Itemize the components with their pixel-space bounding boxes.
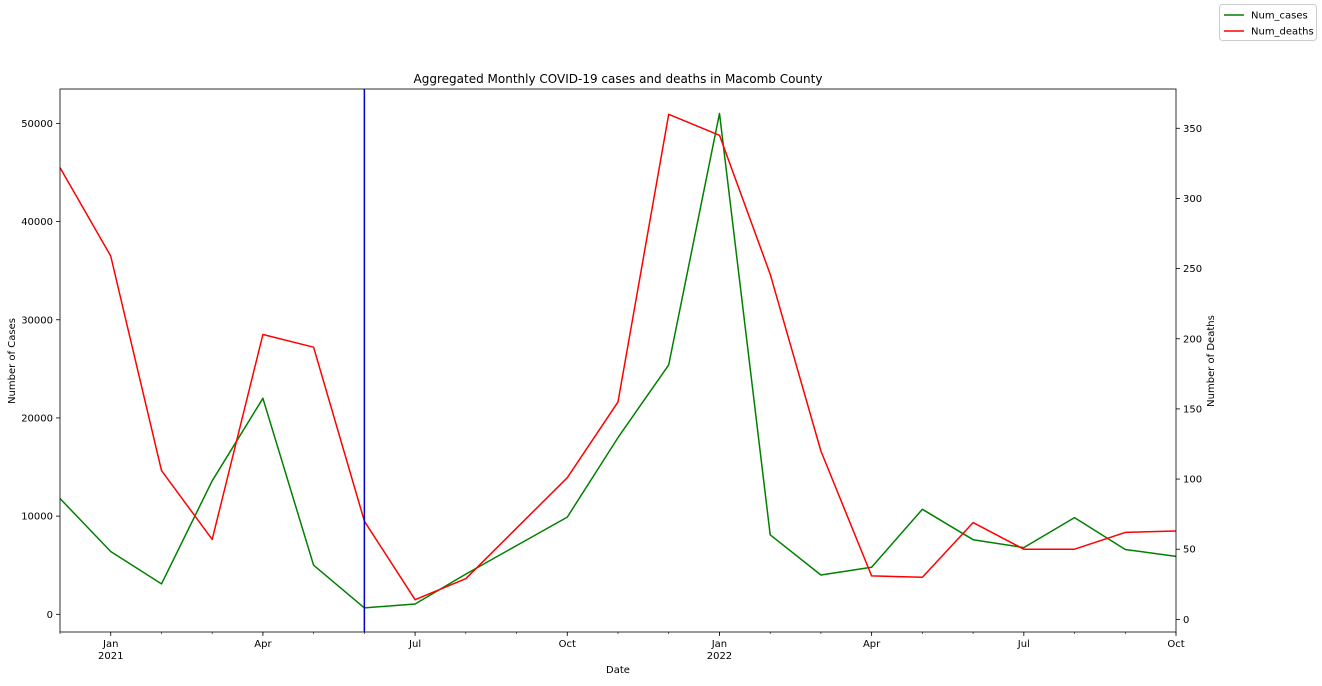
y-tick-label: 40000 — [21, 217, 53, 228]
x-tick-label: Jul — [1017, 639, 1030, 650]
y2-tick-label: 200 — [1183, 334, 1202, 345]
x-tick-label: Jan — [102, 639, 118, 650]
legend-label-num-deaths: Num_deaths — [1251, 27, 1314, 38]
y2-tick-label: 150 — [1183, 404, 1202, 415]
y2-tick-label: 300 — [1183, 194, 1202, 205]
series-line-num-deaths — [59, 113, 1177, 601]
x-tick-label: Oct — [1167, 639, 1184, 650]
x-axis-label: Date — [606, 665, 630, 676]
legend-label-num-cases: Num_cases — [1251, 11, 1308, 22]
y-tick-label: 10000 — [21, 512, 53, 523]
y2-tick-label: 50 — [1183, 545, 1196, 556]
y2-axis-label: Number of Deaths — [1206, 315, 1217, 407]
y2-tick-label: 350 — [1183, 124, 1202, 135]
y2-tick-label: 100 — [1183, 475, 1202, 486]
y-axis-label: Number of Cases — [7, 318, 18, 404]
y2-tick-label: 250 — [1183, 264, 1202, 275]
x-tick-sublabel: 2022 — [707, 651, 732, 662]
x-tick-label: Apr — [254, 639, 272, 650]
legend: Num_cases Num_deaths — [1219, 4, 1317, 41]
x-tick-label: Jan — [711, 639, 727, 650]
y-tick-label: 20000 — [21, 413, 53, 424]
series-line-num-cases — [59, 112, 1177, 609]
plot-frame — [59, 88, 1177, 633]
x-tick-label: Apr — [863, 639, 881, 650]
y-tick-label: 0 — [47, 610, 53, 621]
y-tick-label: 30000 — [21, 315, 53, 326]
chart-title: Aggregated Monthly COVID-19 cases and de… — [414, 72, 823, 86]
y2-tick-label: 0 — [1183, 615, 1189, 626]
y-tick-label: 50000 — [21, 119, 53, 130]
x-tick-label: Jul — [408, 639, 421, 650]
x-tick-label: Oct — [559, 639, 576, 650]
x-tick-sublabel: 2021 — [98, 651, 123, 662]
